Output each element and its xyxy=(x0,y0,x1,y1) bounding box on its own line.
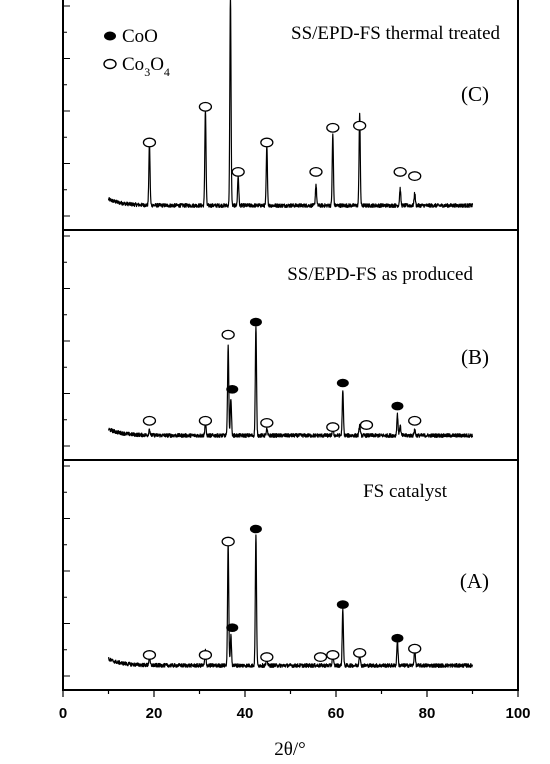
panel-b xyxy=(63,235,474,447)
legend-marker-coo xyxy=(104,31,116,41)
co3o4-marker xyxy=(326,422,340,433)
co3o4-marker xyxy=(198,101,213,112)
co3o4-marker xyxy=(231,166,245,177)
xrd-pattern-c xyxy=(107,0,474,208)
panel-a-title: FS catalyst xyxy=(363,481,448,502)
coo-marker xyxy=(226,623,239,632)
panel-c-tag: (C) xyxy=(461,82,489,106)
co3o4-marker xyxy=(408,171,422,182)
panel-a xyxy=(63,465,474,677)
co3o4-marker xyxy=(408,415,422,426)
co3o4-marker xyxy=(260,137,274,148)
panel-c-title: SS/EPD-FS thermal treated xyxy=(291,23,500,44)
x-axis-label: 2θ/° xyxy=(274,739,305,760)
co3o4-marker xyxy=(393,166,407,177)
chart-panels xyxy=(63,0,474,677)
co3o4-marker xyxy=(198,415,213,426)
co3o4-marker xyxy=(221,536,235,547)
x-tick-label: 40 xyxy=(237,705,254,722)
legend-marker-co3o4 xyxy=(103,58,117,70)
legend: CoO Co3O4 xyxy=(103,26,170,79)
co3o4-marker xyxy=(359,420,374,430)
co3o4-marker xyxy=(313,652,328,663)
coo-marker xyxy=(336,600,349,609)
co3o4-marker xyxy=(309,166,323,177)
panel-c xyxy=(63,0,474,217)
co3o4-marker xyxy=(198,650,213,660)
co3o4-marker xyxy=(142,137,157,148)
co3o4-marker xyxy=(142,650,157,660)
xrd-pattern-a xyxy=(107,534,474,668)
co3o4-marker xyxy=(408,643,422,654)
coo-marker xyxy=(249,524,262,534)
panel-b-title: SS/EPD-FS as produced xyxy=(287,264,473,285)
x-tick-label: 60 xyxy=(328,705,345,722)
co3o4-marker xyxy=(260,417,274,428)
co3o4-marker xyxy=(142,415,157,426)
coo-marker xyxy=(336,378,349,388)
panel-a-tag: (A) xyxy=(460,569,489,593)
x-tick-label: 80 xyxy=(419,705,436,722)
panel-b-tag: (B) xyxy=(461,345,489,369)
coo-marker xyxy=(226,385,239,394)
co3o4-marker xyxy=(353,647,367,658)
co3o4-marker xyxy=(260,652,274,663)
x-axis: 0 20 40 60 80 100 xyxy=(59,690,531,722)
x-tick-label: 100 xyxy=(505,705,530,722)
co3o4-marker xyxy=(326,650,340,660)
coo-marker xyxy=(391,633,404,643)
co3o4-marker xyxy=(353,120,367,131)
x-tick-label: 0 xyxy=(59,705,67,722)
coo-marker xyxy=(249,317,262,327)
legend-label-co3o4: Co3O4 xyxy=(122,54,170,79)
co3o4-marker xyxy=(326,122,340,133)
co3o4-marker xyxy=(221,329,235,340)
coo-marker xyxy=(391,401,404,411)
legend-label-coo: CoO xyxy=(122,26,158,47)
xrd-pattern-b xyxy=(107,326,474,438)
x-tick-label: 20 xyxy=(146,705,163,722)
